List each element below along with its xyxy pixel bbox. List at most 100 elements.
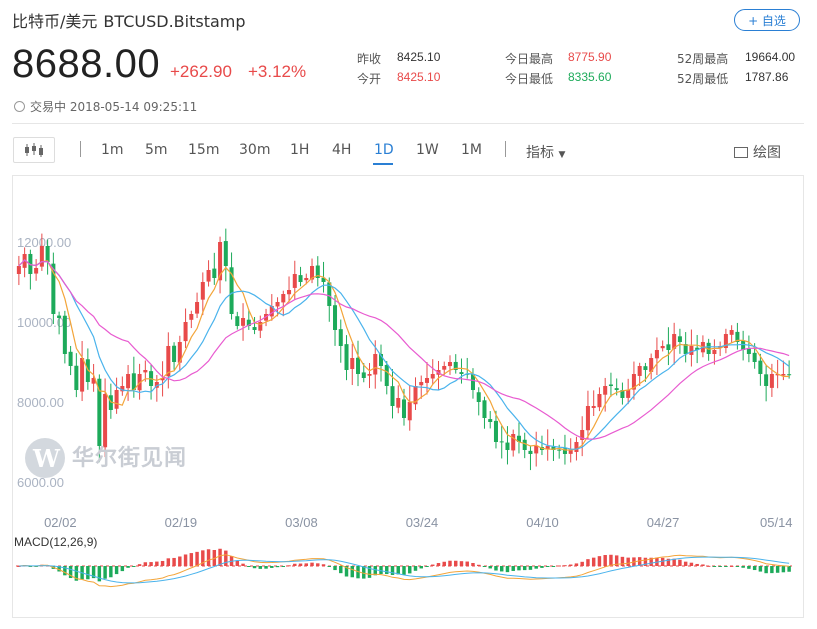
- macd-bar: [787, 566, 791, 572]
- period-1h[interactable]: 1H: [290, 142, 310, 158]
- period-1mo[interactable]: 1M: [461, 142, 482, 158]
- candle-body: [200, 282, 205, 300]
- macd-bar: [436, 563, 441, 566]
- chart-type-button[interactable]: [13, 137, 55, 163]
- macd-bar: [339, 566, 343, 574]
- macd-bar: [442, 561, 446, 566]
- macd-bar: [379, 566, 383, 574]
- candle-body: [315, 265, 320, 278]
- candle-body: [637, 366, 642, 376]
- period-1m[interactable]: 1m: [101, 142, 124, 158]
- macd-bar: [747, 566, 751, 569]
- period-1d[interactable]: 1D: [374, 142, 394, 158]
- candle-body: [177, 342, 182, 363]
- x-tick-label: 03/24: [406, 515, 439, 530]
- period-4h[interactable]: 4H: [332, 142, 352, 158]
- candle-body: [712, 350, 717, 355]
- macd-bar: [752, 566, 757, 571]
- chart-area[interactable]: [12, 175, 804, 618]
- macd-bar: [155, 561, 159, 566]
- candle-body: [787, 374, 792, 376]
- trading-status-text: 交易中 2018-05-14 09:25:11: [30, 100, 198, 114]
- candle-body: [34, 268, 39, 274]
- macd-bar: [729, 565, 734, 567]
- y-tick-label: 8000.00: [17, 395, 64, 410]
- draw-button[interactable]: 绘图: [734, 142, 781, 162]
- price-change: +262.90: [170, 62, 232, 81]
- macd-bar: [505, 566, 510, 573]
- macd-bar: [224, 550, 228, 566]
- candle-body: [649, 358, 654, 372]
- instrument-name: 比特币/美元: [12, 12, 98, 31]
- macd-bar: [649, 557, 653, 566]
- prev-close-value: 8425.10: [397, 50, 441, 64]
- macd-bar: [120, 566, 125, 572]
- macd-bar: [603, 555, 607, 566]
- candle-body: [695, 347, 700, 350]
- day-low-label: 今日最低: [505, 72, 554, 86]
- macd-bar: [718, 566, 722, 567]
- wk52-low-label: 52周最低: [677, 72, 729, 86]
- candle-body: [666, 344, 671, 350]
- macd-bar: [712, 566, 717, 567]
- macd-bar: [425, 566, 429, 567]
- add-watchlist-button[interactable]: + 自选: [734, 9, 800, 31]
- macd-bar: [620, 556, 625, 566]
- macd-bar: [281, 566, 286, 567]
- candle-body: [131, 373, 136, 390]
- macd-bar: [86, 566, 90, 580]
- day-low-value: 8335.60: [568, 70, 612, 84]
- candle-body: [252, 327, 257, 330]
- candle-body: [597, 394, 602, 408]
- indicator-menu[interactable]: 指标 ▼: [526, 142, 565, 162]
- candle-body: [126, 374, 131, 389]
- candle-body: [390, 386, 395, 406]
- candle-body: [591, 406, 596, 408]
- candle-body: [706, 342, 711, 354]
- candle-body: [241, 318, 246, 326]
- macd-dea-line: [18, 556, 790, 584]
- macd-bar: [724, 566, 728, 567]
- candle-body: [97, 378, 102, 446]
- macd-bar: [132, 566, 136, 567]
- candle-body: [769, 374, 774, 388]
- macd-bar: [614, 555, 619, 566]
- candle-body: [723, 334, 728, 349]
- period-30m[interactable]: 30m: [239, 142, 271, 158]
- candle-body: [643, 366, 648, 370]
- wk52-high-value: 19664.00: [745, 50, 796, 64]
- macd-bar: [770, 566, 774, 574]
- macd-bar: [172, 557, 176, 566]
- macd-label: MACD(12,26,9): [14, 535, 98, 549]
- macd-bar: [431, 564, 435, 566]
- candle-body: [580, 430, 585, 440]
- macd-bar: [206, 549, 211, 566]
- macd-bar: [17, 566, 21, 567]
- candle-body: [160, 378, 165, 381]
- candle-body: [350, 358, 355, 370]
- candle-body: [493, 420, 498, 442]
- macd-bar: [247, 566, 251, 567]
- macd-bar: [408, 566, 412, 574]
- period-1w[interactable]: 1W: [416, 142, 439, 158]
- candle-body: [183, 322, 188, 342]
- macd-bar: [275, 566, 280, 568]
- macd-bar: [114, 566, 119, 575]
- candle-body: [453, 361, 458, 370]
- macd-bar: [304, 563, 309, 566]
- candle-body: [574, 442, 579, 452]
- instrument-title: 比特币/美元 BTCUSD.Bitstamp: [12, 8, 246, 32]
- watermark-text: 华尔街见闻: [72, 446, 188, 471]
- macd-bar: [471, 562, 475, 566]
- candle-body: [568, 450, 573, 454]
- macd-bar: [741, 566, 745, 568]
- candle-body: [103, 394, 108, 448]
- divider: [12, 123, 804, 124]
- candle-body: [275, 302, 280, 307]
- ma10-line: [18, 259, 790, 450]
- period-15m[interactable]: 15m: [188, 142, 220, 158]
- candle-body: [321, 277, 326, 282]
- period-5m[interactable]: 5m: [145, 142, 168, 158]
- indicator-label: 指标: [526, 145, 554, 161]
